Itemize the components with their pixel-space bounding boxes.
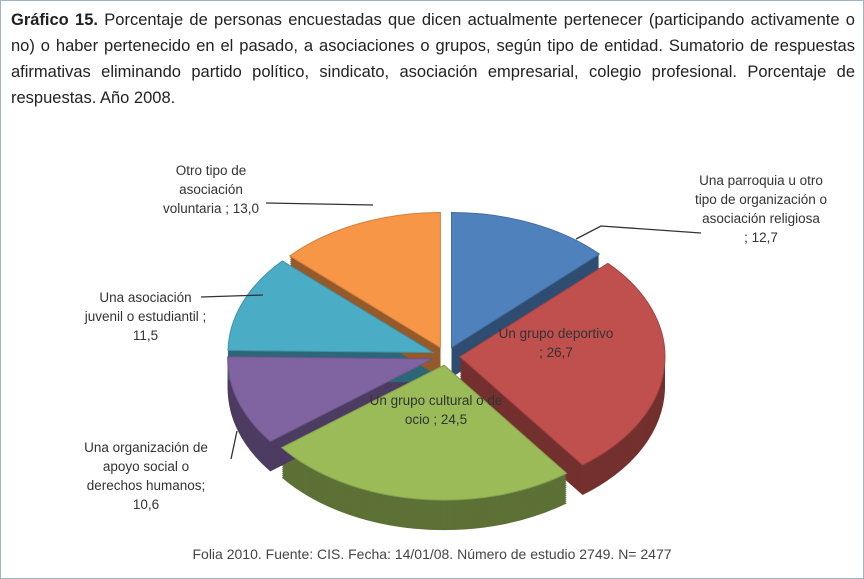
value-label: 11,5 — [132, 328, 159, 343]
category-label: Una asociación juvenil o estudiantil — [84, 290, 199, 324]
value-label: 13,0 — [232, 201, 260, 216]
category-label: Una organización de apoyo social o derec… — [84, 440, 208, 493]
leader-line — [265, 202, 374, 206]
pie — [227, 211, 666, 531]
title-label: Gráfico 15. — [11, 11, 98, 29]
slice — [227, 356, 433, 442]
category-label: Un grupo deportivo — [498, 326, 614, 341]
value-label: 10,6 — [132, 497, 160, 512]
value-label: 26,7 — [546, 345, 573, 360]
slice-label: Un grupo cultural o de ocio ; 24,5 — [369, 393, 503, 427]
slice — [450, 211, 601, 349]
chart-title: Gráfico 15. Porcentaje de personas encue… — [11, 7, 855, 111]
leader-lines — [200, 202, 702, 460]
slice-label: Una organización de apoyo social o derec… — [84, 440, 208, 512]
leader-line — [575, 225, 702, 240]
category-label: Un grupo cultural o de ocio — [369, 393, 503, 427]
slice — [227, 260, 435, 354]
slice — [459, 262, 666, 466]
slice — [288, 212, 441, 349]
slice-label: Una parroquia u otro tipo de organizació… — [694, 173, 828, 245]
slice — [280, 364, 568, 501]
value-label: 24,5 — [440, 412, 468, 427]
title-text: Porcentaje de personas encuestadas que d… — [11, 11, 855, 107]
slice-label: Una asociación juvenil o estudiantil ; 1… — [84, 290, 207, 343]
category-label: Otro tipo de asociación voluntaria — [162, 163, 247, 216]
slice-label: Otro tipo de asociación voluntaria ; 13,… — [162, 163, 260, 216]
leader-line — [230, 430, 238, 460]
category-label: Una parroquia u otro tipo de organizació… — [694, 173, 828, 226]
leader-line — [200, 294, 264, 298]
source-note: Folia 2010. Fuente: CIS. Fecha: 14/01/08… — [192, 546, 672, 562]
value-label: 12,7 — [751, 230, 778, 245]
slice-label: Un grupo deportivo ; 26,7 — [498, 326, 614, 360]
